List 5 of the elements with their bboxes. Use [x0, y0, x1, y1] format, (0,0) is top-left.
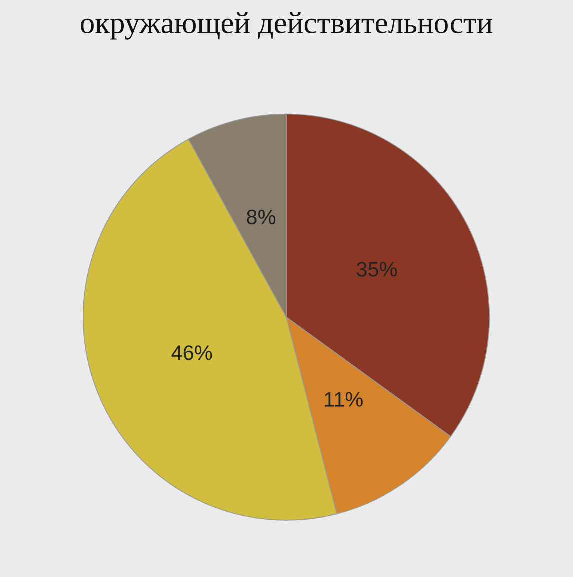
- data-label: 11%: [325, 392, 363, 407]
- data-label: 46%: [172, 346, 212, 360]
- chart-title: окружающей действительности: [80, 12, 492, 40]
- data-label: 8%: [247, 210, 276, 225]
- data-label: 35%: [356, 262, 398, 277]
